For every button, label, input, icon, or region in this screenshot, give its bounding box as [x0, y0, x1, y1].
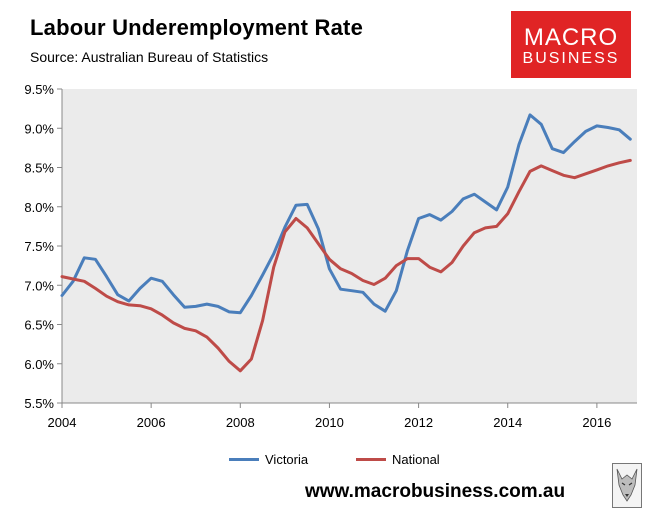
series-line-victoria [60, 113, 632, 315]
y-tick-label: 6.0% [24, 357, 54, 372]
legend-swatch-victoria [229, 458, 259, 461]
y-tick-label: 8.0% [24, 200, 54, 215]
x-axis: 2004 2006 2008 2010 2012 2014 2016 [48, 402, 637, 430]
y-tick-label: 9.5% [24, 82, 54, 97]
series-lines [60, 113, 632, 373]
x-tick-label: 2004 [48, 415, 77, 430]
x-tick-label: 2014 [493, 415, 522, 430]
legend-item-national: National [356, 452, 440, 467]
macrobusiness-logo: MACRO BUSINESS [511, 11, 631, 78]
plot-area [62, 89, 637, 403]
y-axis: 5.5% 6.0% 6.5% 7.0% 7.5% 8.0% 8.5% 9.0% 9.5% [24, 82, 63, 411]
legend-label-victoria: Victoria [265, 452, 309, 467]
legend-swatch-national [356, 458, 386, 461]
y-tick-label: 8.5% [24, 161, 54, 176]
x-tick-label: 2006 [137, 415, 166, 430]
fox-mascot-icon [612, 463, 642, 508]
y-tick-label: 6.5% [24, 318, 54, 333]
website-url: www.macrobusiness.com.au [305, 481, 566, 502]
chart-title: Labour Underemployment Rate [30, 15, 364, 40]
x-tick-label: 2008 [226, 415, 255, 430]
chart-source: Source: Australian Bureau of Statistics [30, 49, 269, 65]
x-tick-label: 2016 [582, 415, 611, 430]
series-line-national [60, 158, 632, 373]
x-tick-label: 2012 [404, 415, 433, 430]
y-tick-label: 7.5% [24, 239, 54, 254]
y-tick-label: 7.0% [24, 278, 54, 293]
legend-label-national: National [392, 452, 440, 467]
logo-line-1: MACRO [523, 24, 619, 51]
x-tick-label: 2010 [315, 415, 344, 430]
y-tick-label: 9.0% [24, 121, 54, 136]
logo-line-2: BUSINESS [522, 50, 620, 67]
legend-item-victoria: Victoria [229, 452, 308, 467]
y-tick-label: 5.5% [24, 396, 54, 411]
